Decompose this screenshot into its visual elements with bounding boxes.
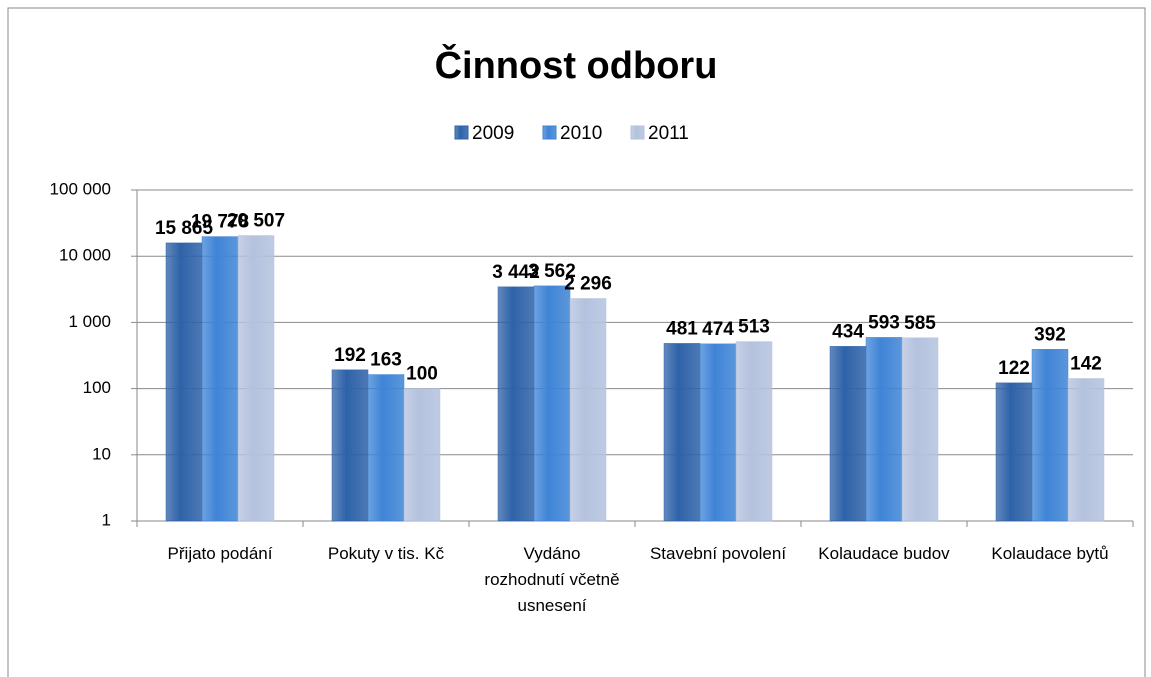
data-label: 15 865: [155, 218, 214, 239]
x-tick-label: Kolaudace budov: [818, 544, 950, 563]
bar: [367, 374, 405, 522]
legend-label: 2010: [560, 123, 602, 144]
data-label: 122: [998, 358, 1030, 379]
x-tick-label: Přijato podání: [167, 544, 273, 563]
bar: [901, 337, 939, 522]
legend-label: 2009: [472, 123, 514, 144]
bar: [331, 369, 369, 522]
x-tick-label: Stavební povolení: [649, 544, 787, 563]
data-label: 3 442: [492, 262, 540, 283]
bar: [201, 236, 239, 522]
data-label: 100: [406, 364, 438, 385]
data-label: 513: [738, 317, 770, 338]
data-label: 19 778: [191, 212, 249, 233]
chart-title: Činnost odboru: [435, 42, 718, 87]
x-tick-label: Pokuty v tis. Kč: [327, 544, 445, 563]
y-tick-label: 1: [102, 510, 111, 529]
chart-border: [7, 7, 1146, 677]
data-label: 474: [702, 319, 734, 340]
bar: [533, 285, 571, 522]
bar: [865, 337, 903, 522]
data-label: 392: [1034, 324, 1066, 345]
legend-swatch: [542, 125, 557, 140]
bar: [735, 341, 773, 522]
data-label: 163: [370, 350, 402, 371]
y-tick-label: 100: [83, 378, 111, 397]
legend-swatch: [630, 125, 645, 140]
data-label: 434: [832, 321, 864, 342]
bar: [165, 242, 203, 522]
data-label: 192: [334, 345, 366, 366]
y-tick-label: 1 000: [68, 312, 111, 331]
bar: [995, 382, 1033, 522]
data-label: 481: [666, 318, 698, 339]
bar: [403, 388, 441, 522]
bar: [699, 343, 737, 522]
legend-swatch: [454, 125, 469, 140]
data-label: 142: [1070, 354, 1102, 375]
data-label: 585: [904, 313, 936, 334]
y-tick-label: 100 000: [50, 179, 111, 198]
bar: [237, 235, 275, 522]
data-label: 3 562: [528, 261, 576, 282]
x-tick-label: Kolaudace bytů: [991, 544, 1109, 563]
bar: [1067, 378, 1105, 522]
data-label: 2 296: [564, 274, 612, 295]
data-label: 593: [868, 312, 900, 333]
y-tick-label: 10: [92, 444, 111, 463]
bar: [829, 346, 867, 522]
bar: [663, 343, 701, 522]
x-tick-label: Vydáno rozhodnutí včetně usnesení: [484, 544, 620, 615]
data-label: 20 507: [227, 211, 285, 232]
legend-label: 2011: [648, 123, 689, 144]
bar: [497, 286, 535, 522]
y-tick-label: 10 000: [59, 246, 111, 265]
bar: [569, 298, 607, 522]
bar: [1031, 349, 1069, 522]
